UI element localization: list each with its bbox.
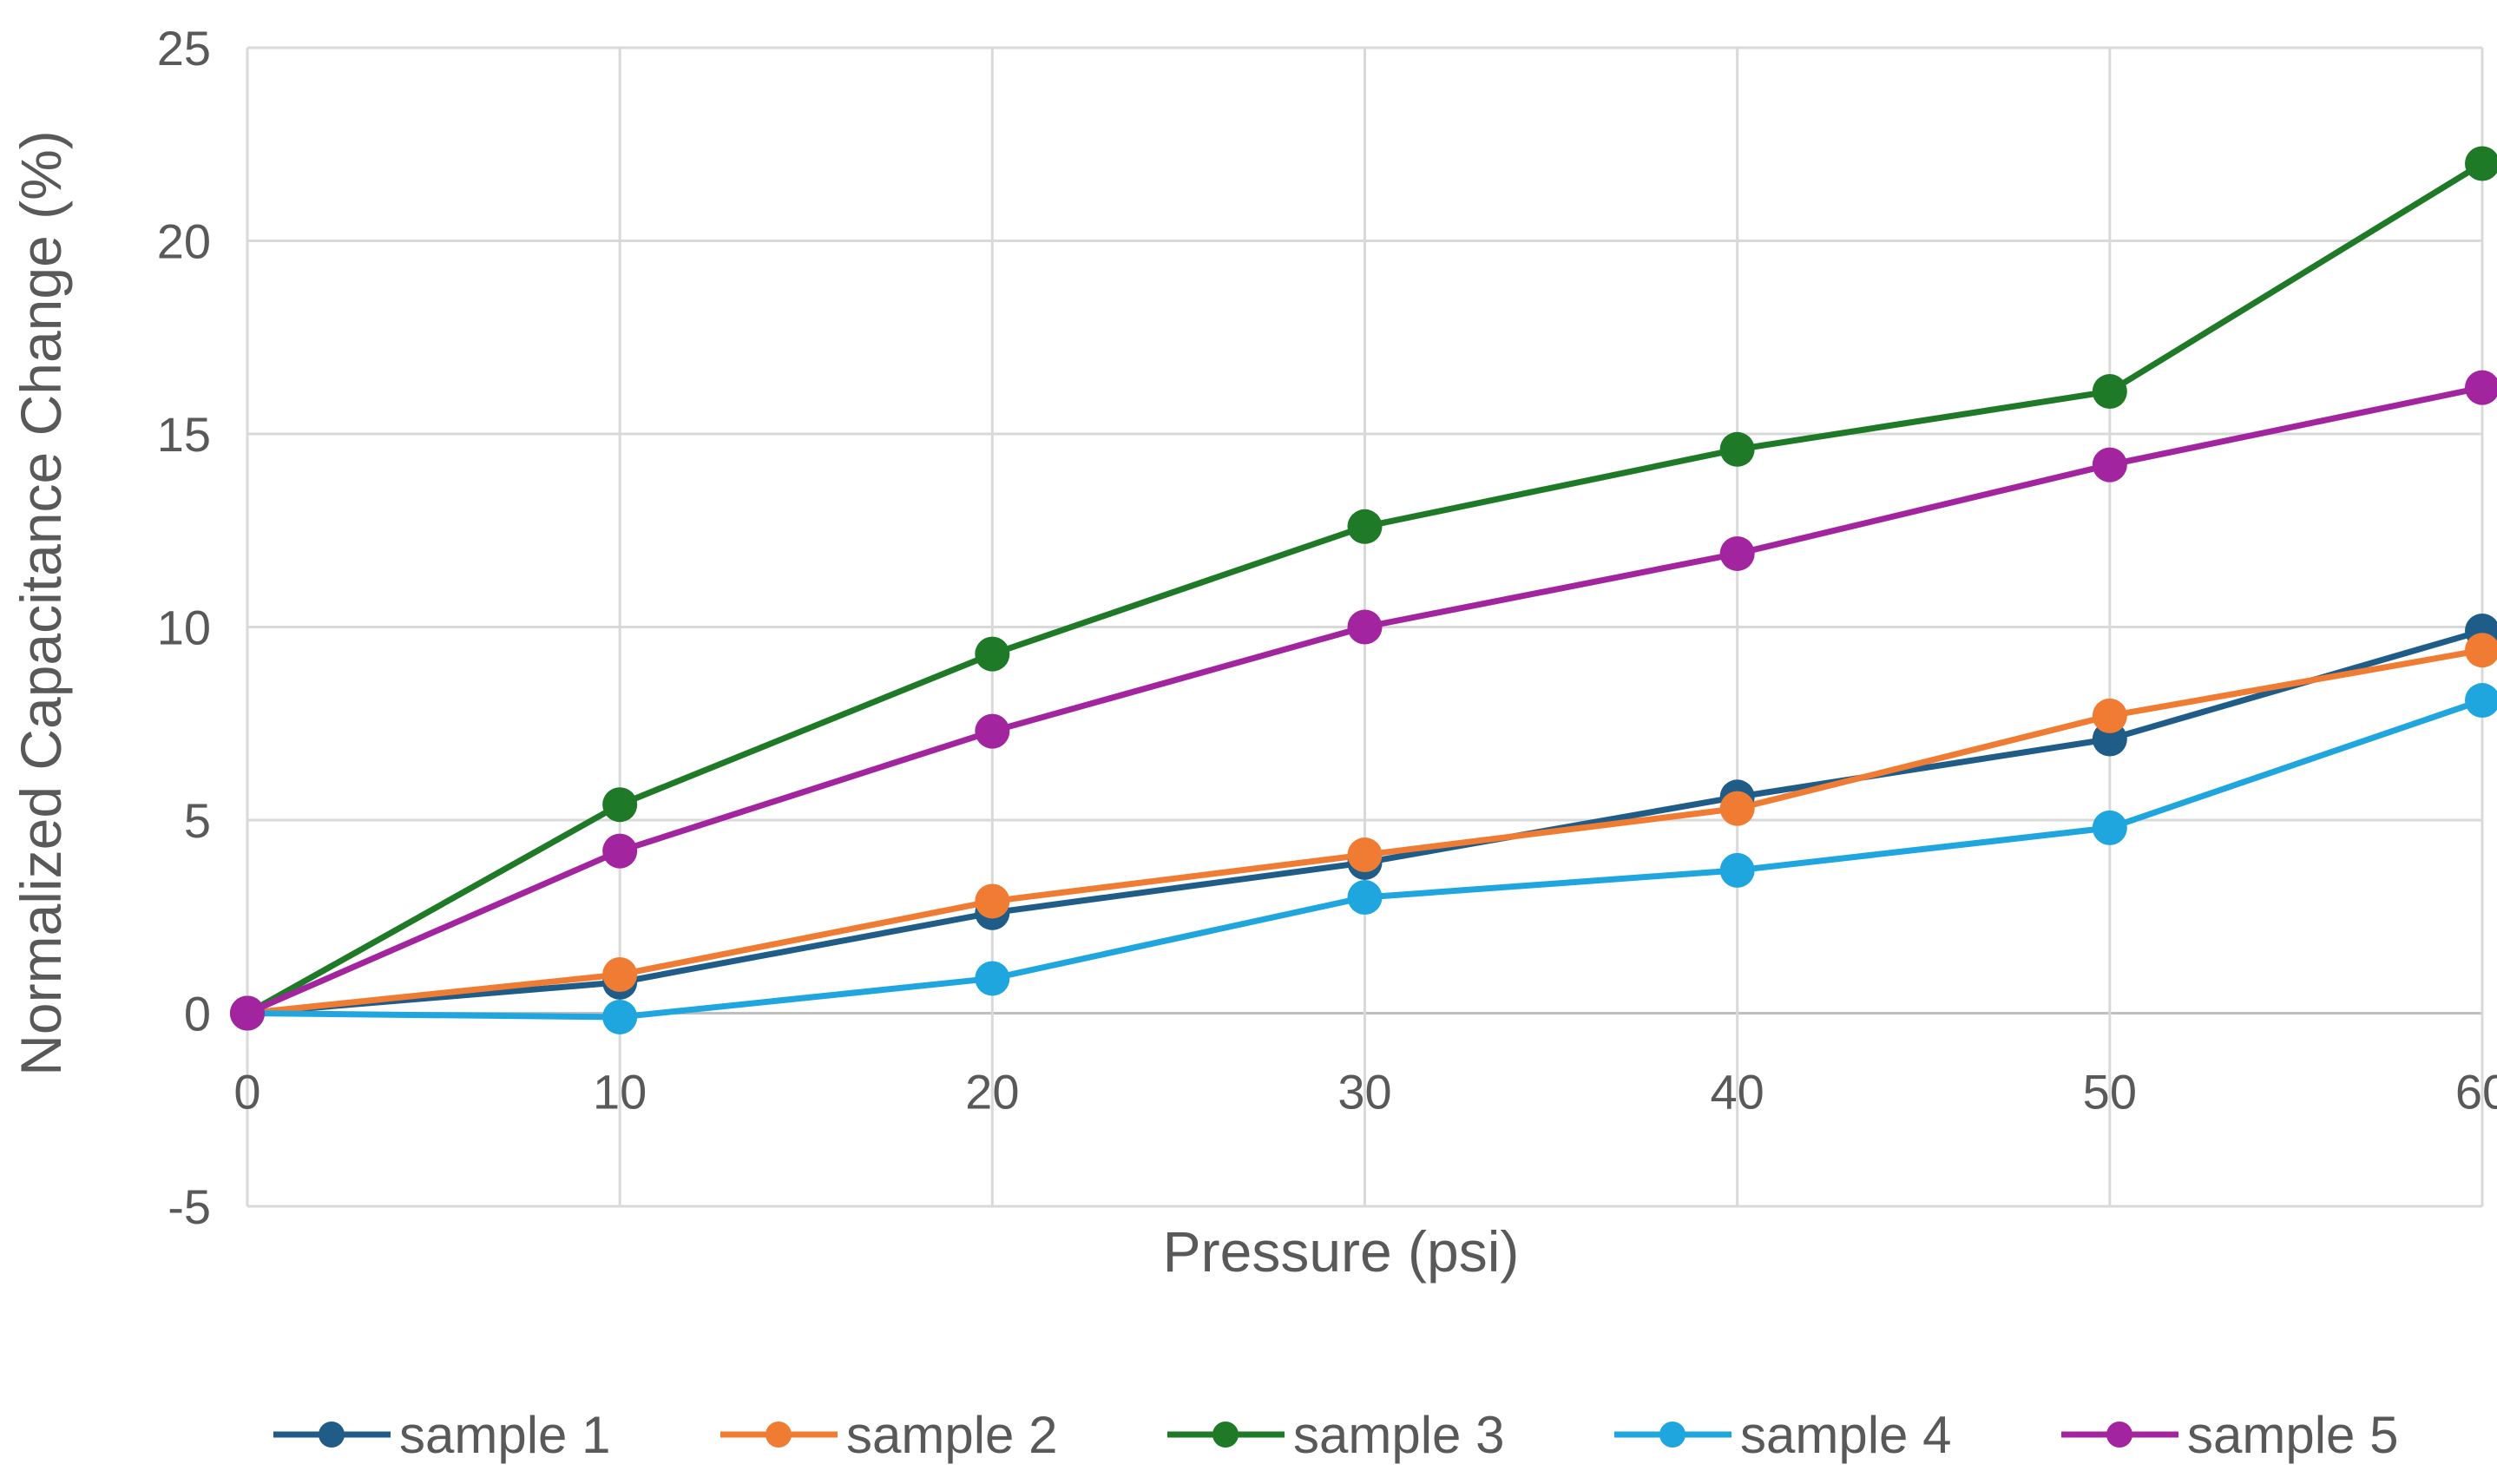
legend-item: sample 5 — [2061, 1406, 2398, 1464]
data-point-series-3 — [1347, 509, 1383, 544]
legend-item: sample 4 — [1614, 1406, 1951, 1464]
data-point-series-4 — [1347, 880, 1383, 915]
x-tick-label: 30 — [1337, 1065, 1391, 1120]
data-point-series-5 — [602, 833, 638, 869]
data-point-series-4 — [2092, 810, 2127, 845]
legend-swatch-marker — [766, 1422, 792, 1448]
x-tick-label: 60 — [2455, 1065, 2497, 1120]
data-point-series-2 — [2465, 633, 2497, 668]
data-point-series-5 — [1719, 535, 1755, 571]
legend-swatch-marker — [319, 1422, 345, 1448]
y-tick-label: 10 — [157, 601, 211, 655]
legend-label: sample 4 — [1740, 1406, 1951, 1464]
data-point-series-3 — [1719, 431, 1755, 467]
legend-swatch-marker — [1212, 1422, 1239, 1448]
y-tick-label: 25 — [157, 21, 211, 76]
x-axis-ticks: 0 10 20 30 40 50 60 — [233, 1065, 2497, 1120]
x-axis-title: Pressure (psi) — [1163, 1219, 1520, 1284]
y-tick-label: 20 — [157, 214, 211, 269]
y-tick-label: -5 — [168, 1179, 211, 1234]
legend-item: sample 2 — [720, 1406, 1057, 1464]
x-tick-label: 20 — [965, 1065, 1019, 1120]
data-point-series-4 — [602, 999, 638, 1034]
x-tick-label: 50 — [2083, 1065, 2137, 1120]
legend: sample 1 sample 2 sample 3 sample 4 sample 5 — [273, 1406, 2398, 1464]
x-tick-label: 40 — [1711, 1065, 1764, 1120]
data-point-series-3 — [602, 787, 638, 823]
y-tick-label: 15 — [157, 407, 211, 462]
y-tick-label: 5 — [184, 793, 211, 848]
data-point-series-2 — [602, 957, 638, 992]
data-point-series-3 — [2092, 374, 2127, 410]
data-point-series-5 — [1347, 609, 1383, 645]
data-point-series-5 — [2092, 447, 2127, 483]
data-point-series-3 — [975, 636, 1010, 672]
legend-label: sample 2 — [846, 1406, 1057, 1464]
legend-item: sample 3 — [1167, 1406, 1504, 1464]
data-point-series-5 — [230, 995, 265, 1031]
data-point-series-4 — [1719, 852, 1755, 888]
data-point-series-5 — [975, 713, 1010, 749]
data-point-series-3 — [2465, 146, 2497, 181]
data-point-series-2 — [1347, 837, 1383, 873]
y-axis-ticks: -5 0 5 10 15 20 25 — [157, 21, 211, 1234]
x-tick-label: 0 — [233, 1065, 260, 1120]
data-point-series-4 — [2465, 683, 2497, 719]
series-markers — [230, 146, 2497, 1034]
legend-label: sample 3 — [1293, 1406, 1504, 1464]
x-tick-label: 10 — [593, 1065, 647, 1120]
y-tick-label: 0 — [184, 987, 211, 1041]
data-point-series-5 — [2465, 370, 2497, 405]
y-axis-title: Normalized Capacitance Change (%) — [9, 130, 73, 1076]
legend-swatch-marker — [1659, 1422, 1685, 1448]
legend-swatch-marker — [2106, 1422, 2132, 1448]
data-point-series-4 — [975, 961, 1010, 996]
data-point-series-2 — [2092, 698, 2127, 733]
data-point-series-2 — [1719, 791, 1755, 826]
legend-label: sample 1 — [399, 1406, 610, 1464]
legend-item: sample 1 — [273, 1406, 610, 1464]
data-point-series-2 — [975, 883, 1010, 919]
legend-label: sample 5 — [2187, 1406, 2398, 1464]
